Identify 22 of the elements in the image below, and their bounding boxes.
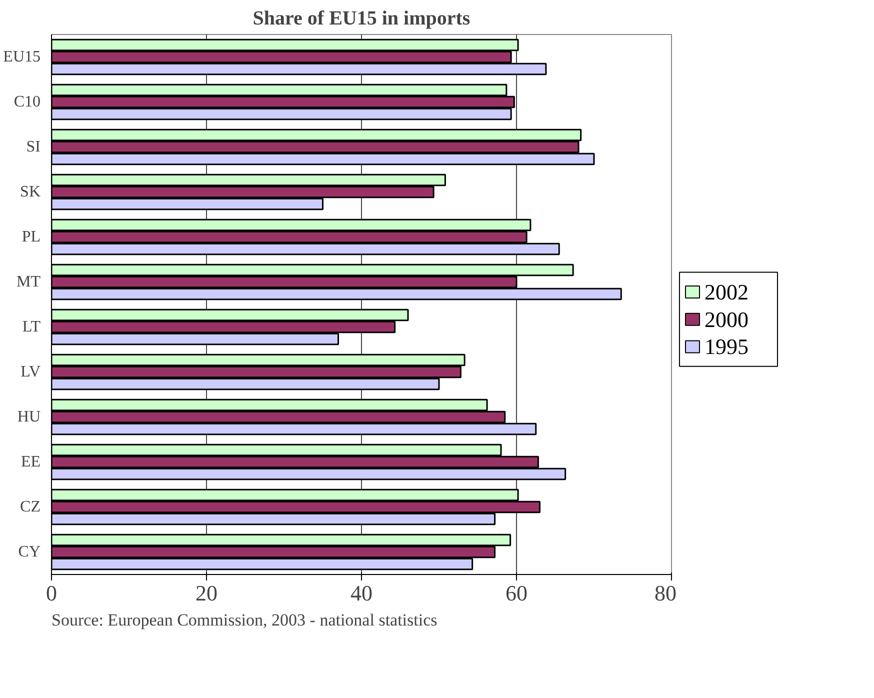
y-tick-label: SI (26, 138, 41, 156)
y-tick-label: HU (17, 408, 41, 426)
x-tick-label: 80 (654, 580, 676, 606)
y-tick-label: CY (18, 544, 41, 560)
source-note: Source: European Commission, 2003 - national statistics (52, 610, 438, 630)
y-tick-label: SK (20, 184, 41, 200)
x-tick-label: 20 (196, 580, 218, 606)
y-tick-label: EU15 (3, 48, 40, 66)
y-tick-label: LV (20, 364, 41, 380)
y-tick-label: LT (22, 318, 41, 336)
x-tick-label: 60 (506, 580, 528, 606)
legend-label: 2000 (704, 306, 748, 332)
legend-label: 2002 (704, 279, 748, 304)
chart-title: Share of EU15 in imports (252, 8, 470, 30)
y-tick-label: EE (20, 454, 40, 470)
y-tick-label: CZ (20, 498, 41, 516)
y-tick-label: C10 (14, 94, 40, 110)
y-tick-label: PL (22, 228, 40, 246)
x-tick-label: 0 (46, 580, 57, 606)
y-tick-label: MT (16, 274, 41, 290)
legend-label: 1995 (704, 334, 748, 360)
x-tick-label: 40 (350, 580, 372, 606)
